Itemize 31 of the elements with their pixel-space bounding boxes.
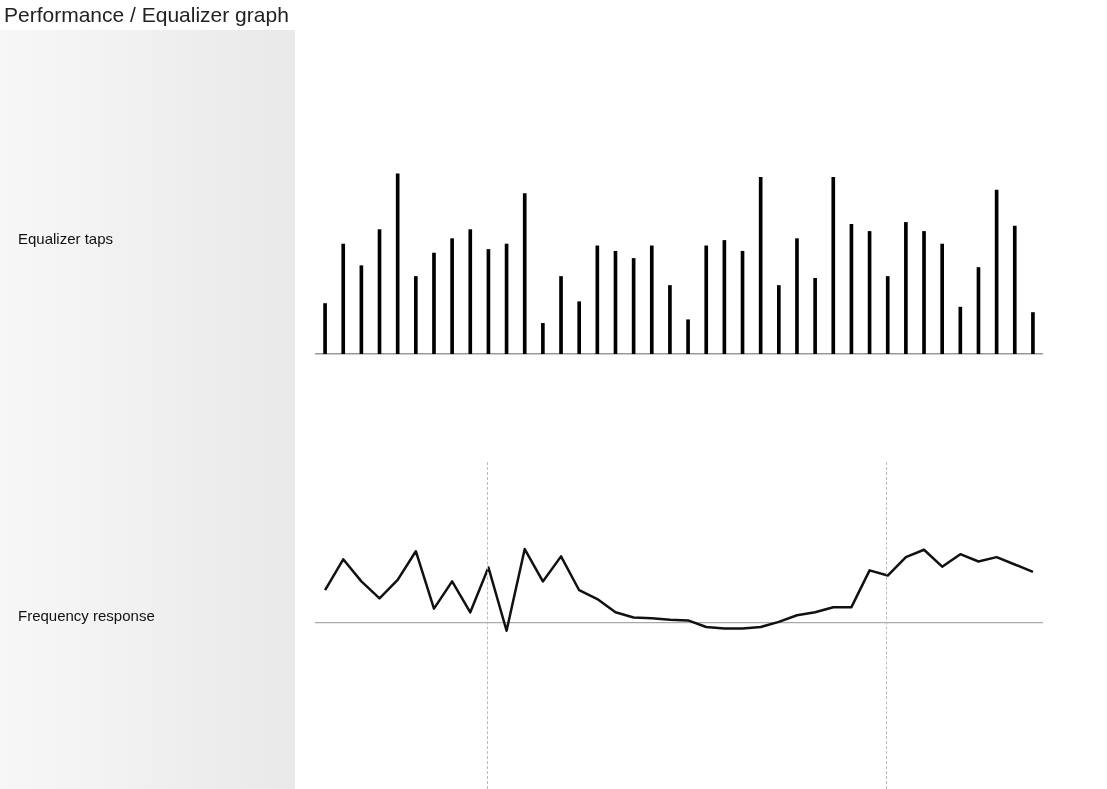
bar — [958, 306, 963, 354]
bar — [777, 285, 781, 354]
bar — [414, 276, 418, 354]
bar — [577, 301, 582, 354]
bar — [885, 276, 890, 354]
y-axis-title: Equalizer taps — [18, 230, 114, 247]
bar — [341, 243, 346, 354]
bar — [813, 277, 817, 354]
bar — [468, 229, 473, 354]
bar — [595, 245, 600, 354]
bar — [831, 177, 836, 354]
bar — [522, 193, 527, 354]
bar — [758, 177, 763, 354]
bar — [432, 252, 436, 354]
bar — [649, 245, 654, 354]
bar — [940, 243, 945, 354]
bar — [559, 276, 563, 354]
y-axis-title: Frequency response — [18, 607, 155, 624]
text: Performance / Equalizer graph — [4, 3, 289, 27]
bar — [668, 285, 672, 354]
bar — [904, 222, 908, 354]
bar — [541, 323, 545, 354]
bar — [1031, 312, 1035, 354]
bar — [450, 238, 454, 354]
bar — [922, 231, 926, 354]
bar — [395, 173, 400, 354]
bar — [1012, 225, 1017, 354]
bar — [686, 319, 690, 354]
bar — [795, 238, 799, 354]
bar — [323, 303, 327, 354]
bar — [704, 245, 709, 354]
